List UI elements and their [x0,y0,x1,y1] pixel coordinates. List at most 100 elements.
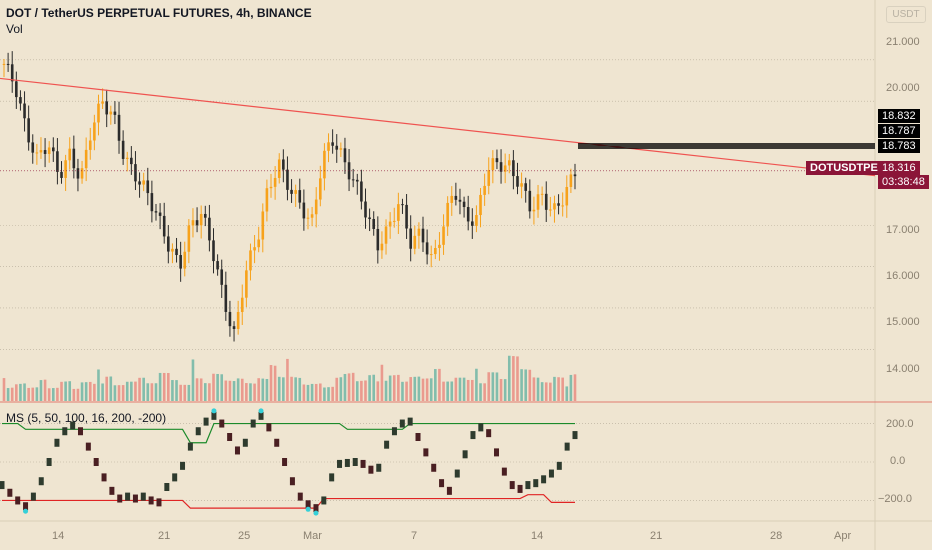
volume-bar [549,382,552,401]
candle-body [56,151,59,172]
candle-body [43,150,47,154]
candle-body [47,147,51,154]
volume-bar [413,376,417,401]
candle-body [540,193,544,195]
volume-bar [68,381,72,401]
candle-body [536,194,540,210]
candle-body [491,158,495,171]
volume-bar [516,356,519,401]
ms-bar [368,465,374,474]
ms-extreme-marker [211,408,217,414]
ms-bar [376,463,382,472]
candle-body [232,326,236,329]
candle-body [142,180,145,185]
ms-extreme-marker [305,506,311,512]
volume-bar [10,387,14,401]
volume-bar [249,383,252,401]
volume-bar [43,379,47,401]
candle-body [134,164,137,182]
volume-bar [347,373,351,401]
currency-button[interactable]: USDT [886,6,926,23]
candle-body [462,201,466,208]
volume-bar [483,383,486,401]
candle-body [532,209,536,212]
candle-body [273,177,277,187]
volume-bar [310,383,314,401]
candle-body [528,190,532,212]
candle-body [167,236,170,252]
ms-bar [274,438,280,447]
volume-bar [208,383,211,401]
candle-body [212,240,215,262]
candle-body [220,269,224,285]
ms-bar [15,496,21,505]
volume-bar [47,388,51,401]
volume-bar [199,378,203,401]
volume-bar [228,380,232,401]
volume-bar [175,380,178,401]
ms-bar [431,463,437,472]
candle-body [397,204,400,221]
candle-body [549,209,552,211]
candle-body [512,160,515,177]
ms-bar [242,438,248,447]
time-tick: 28 [770,530,783,542]
volume-bar [573,374,577,401]
candle-body [516,176,519,187]
candle-body [314,199,318,215]
volume-bar [397,374,400,401]
candle-body [434,248,437,255]
candle-body [306,217,310,219]
candle-body [240,297,244,312]
ms-bar [525,481,531,490]
candle-body [355,179,359,182]
volume-bar [2,378,6,401]
candle-body [339,148,343,150]
candle-body [290,189,293,194]
volume-bar [360,380,363,401]
ms-bar [77,427,83,436]
candle-body [27,118,30,143]
candle-body [113,111,117,115]
candle-body [253,247,256,251]
time-tick: 21 [650,530,663,542]
candle-body [2,63,6,65]
candle-body [573,174,577,177]
volume-bar [294,377,297,401]
candle-body [442,226,445,245]
ms-bar [509,481,515,490]
volume-bar [117,385,121,401]
candle-body [438,244,441,249]
candle-body [319,178,322,200]
candle-body [51,147,55,152]
volume-bar [446,381,449,401]
ms-bar [462,450,468,459]
volume-bar [88,381,92,401]
volume-bar [277,376,281,401]
candle-body [347,162,351,180]
candle-body [109,111,113,115]
countdown-label: 03:38:48 [878,175,929,189]
candle-body [446,202,449,227]
candle-body [401,204,404,206]
candle-body [245,270,248,298]
candle-body [327,142,330,151]
candle-body [199,213,203,226]
ms-bar [70,421,76,430]
volume-bar [6,388,10,401]
price-tick: 21.000 [886,36,920,48]
volume-bar [327,387,330,401]
ms-bar [548,469,554,478]
volume-bar [232,381,236,401]
volume-bar [113,385,117,401]
candle-body [544,193,548,210]
volume-bar [257,378,260,401]
ms-bar [446,486,452,495]
volume-bar [351,372,355,401]
candle-body [553,203,556,210]
time-tick: 14 [52,530,65,542]
chart-title: DOT / TetherUS PERPETUAL FUTURES, 4h, BI… [6,6,312,20]
volume-bar [269,365,273,401]
candle-body [236,311,240,329]
